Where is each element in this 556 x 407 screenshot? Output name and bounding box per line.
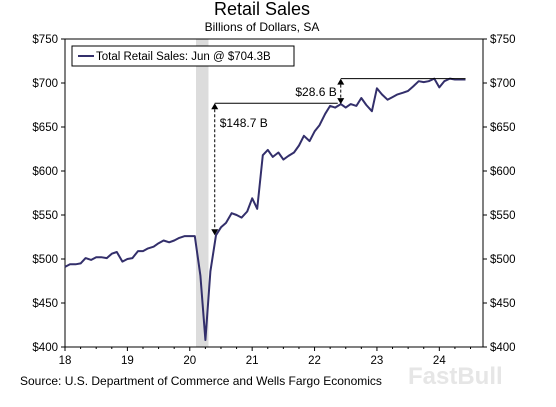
- y-tick-label-right: $500: [490, 254, 516, 266]
- y-tick-label-left: $600: [32, 166, 58, 178]
- x-tick-label: 21: [246, 355, 259, 367]
- legend-label: Total Retail Sales: Jun @ $704.3B: [96, 51, 271, 63]
- y-tick-label-left: $500: [32, 254, 58, 266]
- y-axis-right: $400 $450 $500 $550 $600 $650 $700 $750: [483, 34, 516, 354]
- y-tick-label-right: $700: [490, 78, 516, 90]
- chart-title: Retail Sales: [214, 0, 310, 19]
- y-tick-label-right: $550: [490, 210, 516, 222]
- annotation-increase-label: $28.6 B: [295, 85, 336, 99]
- y-tick-label-left: $550: [32, 210, 58, 222]
- y-tick-label-right: $600: [490, 166, 516, 178]
- annotation-decline-label: $148.7 B: [220, 116, 268, 130]
- arrowhead-up: [211, 103, 219, 110]
- watermark: FastBull: [408, 363, 503, 390]
- legend-box: [71, 45, 295, 67]
- y-tick-label-left: $650: [32, 122, 58, 134]
- y-tick-label-right: $400: [490, 342, 516, 354]
- annotation-decline: $148.7 B: [211, 102, 338, 236]
- x-tick-label: 24: [433, 355, 446, 367]
- y-tick-label-left: $400: [32, 342, 58, 354]
- y-tick-label-right: $650: [490, 122, 516, 134]
- y-tick-label-right: $450: [490, 298, 516, 310]
- x-tick-label: 20: [183, 355, 196, 367]
- arrowhead-down: [211, 229, 219, 236]
- x-tick-label: 23: [371, 355, 384, 367]
- plot-frame: [64, 38, 484, 348]
- y-tick-label-left: $750: [32, 34, 58, 46]
- y-tick-label-left: $450: [32, 298, 58, 310]
- y-axis-left: $400 $450 $500 $550 $600 $650 $700 $750: [32, 34, 65, 354]
- y-tick-label-left: $700: [32, 78, 58, 90]
- x-tick-label: 22: [308, 355, 321, 367]
- source-note: Source: U.S. Department of Commerce and …: [20, 374, 382, 388]
- y-tick-label-right: $750: [490, 34, 516, 46]
- x-tick-label: 18: [59, 355, 72, 367]
- arrowhead-up: [337, 78, 345, 85]
- legend: Total Retail Sales: Jun @ $704.3B: [71, 45, 295, 67]
- series-line-total-retail-sales: [64, 77, 466, 341]
- x-tick-label: 19: [121, 355, 134, 367]
- annotation-increase: $28.6 B: [295, 78, 466, 105]
- chart-subtitle: Billions of Dollars, SA: [205, 20, 320, 34]
- x-axis: 18 19 20 21 22 23 24: [59, 347, 472, 367]
- arrowhead-down: [337, 98, 345, 105]
